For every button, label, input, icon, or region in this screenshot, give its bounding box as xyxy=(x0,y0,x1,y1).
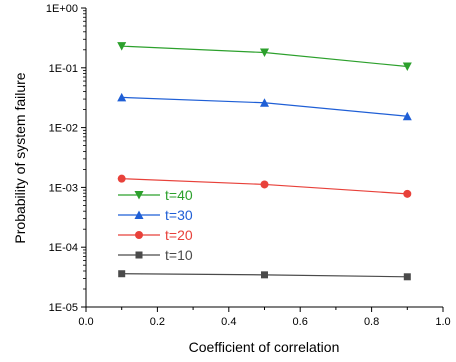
data-point xyxy=(403,189,412,198)
series-t-20 xyxy=(117,174,412,198)
legend-marker xyxy=(134,210,144,219)
data-point xyxy=(260,98,269,107)
legend-marker xyxy=(135,231,143,239)
y-tick-label: 1E-01 xyxy=(49,63,78,75)
data-point xyxy=(402,111,412,121)
data-point xyxy=(402,62,412,72)
legend-marker xyxy=(134,191,144,200)
legend-label: t=20 xyxy=(165,227,193,243)
data-point xyxy=(403,273,411,281)
data-point xyxy=(117,174,126,183)
x-tick-label: 0.2 xyxy=(150,316,165,328)
y-axis-title: Probability of system failure xyxy=(12,72,28,243)
data-point xyxy=(260,48,269,58)
series-t-10 xyxy=(118,270,411,281)
x-tick-label: 0.0 xyxy=(78,316,93,328)
x-tick-label: 0.8 xyxy=(364,316,379,328)
legend-item: t=20 xyxy=(118,227,193,243)
data-point xyxy=(261,271,268,279)
y-tick-label: 1E+00 xyxy=(46,3,78,15)
legend-item: t=40 xyxy=(118,187,193,203)
data-point xyxy=(117,92,127,102)
legend: t=40 t=30 t=20 t=10 xyxy=(118,187,193,263)
legend-label: t=30 xyxy=(165,207,193,223)
data-point xyxy=(260,180,269,189)
y-tick-label: 1E-05 xyxy=(49,302,78,314)
x-tick-label: 1.0 xyxy=(435,316,450,328)
series-layer xyxy=(117,42,412,281)
y-tick-label: 1E-04 xyxy=(49,242,78,254)
data-point xyxy=(117,42,127,51)
series-t-40 xyxy=(117,42,412,72)
y-tick-label: 1E-02 xyxy=(49,123,78,135)
legend-item: t=30 xyxy=(118,207,193,223)
axes: 0.0 0.2 0.4 0.6 0.8 1.0 1E-05 1E-04 1E-03 1E-02 1E… xyxy=(46,3,451,328)
x-axis-title: Coefficient of correlation xyxy=(189,339,340,355)
series-t-30 xyxy=(117,92,412,121)
legend-label: t=40 xyxy=(165,187,193,203)
legend-marker xyxy=(135,251,143,259)
x-tick-label: 0.6 xyxy=(293,316,308,328)
y-tick-label: 1E-03 xyxy=(49,182,78,194)
legend-label: t=10 xyxy=(165,247,193,263)
legend-item: t=10 xyxy=(118,247,193,263)
data-point xyxy=(118,270,126,278)
x-tick-label: 0.4 xyxy=(221,316,236,328)
